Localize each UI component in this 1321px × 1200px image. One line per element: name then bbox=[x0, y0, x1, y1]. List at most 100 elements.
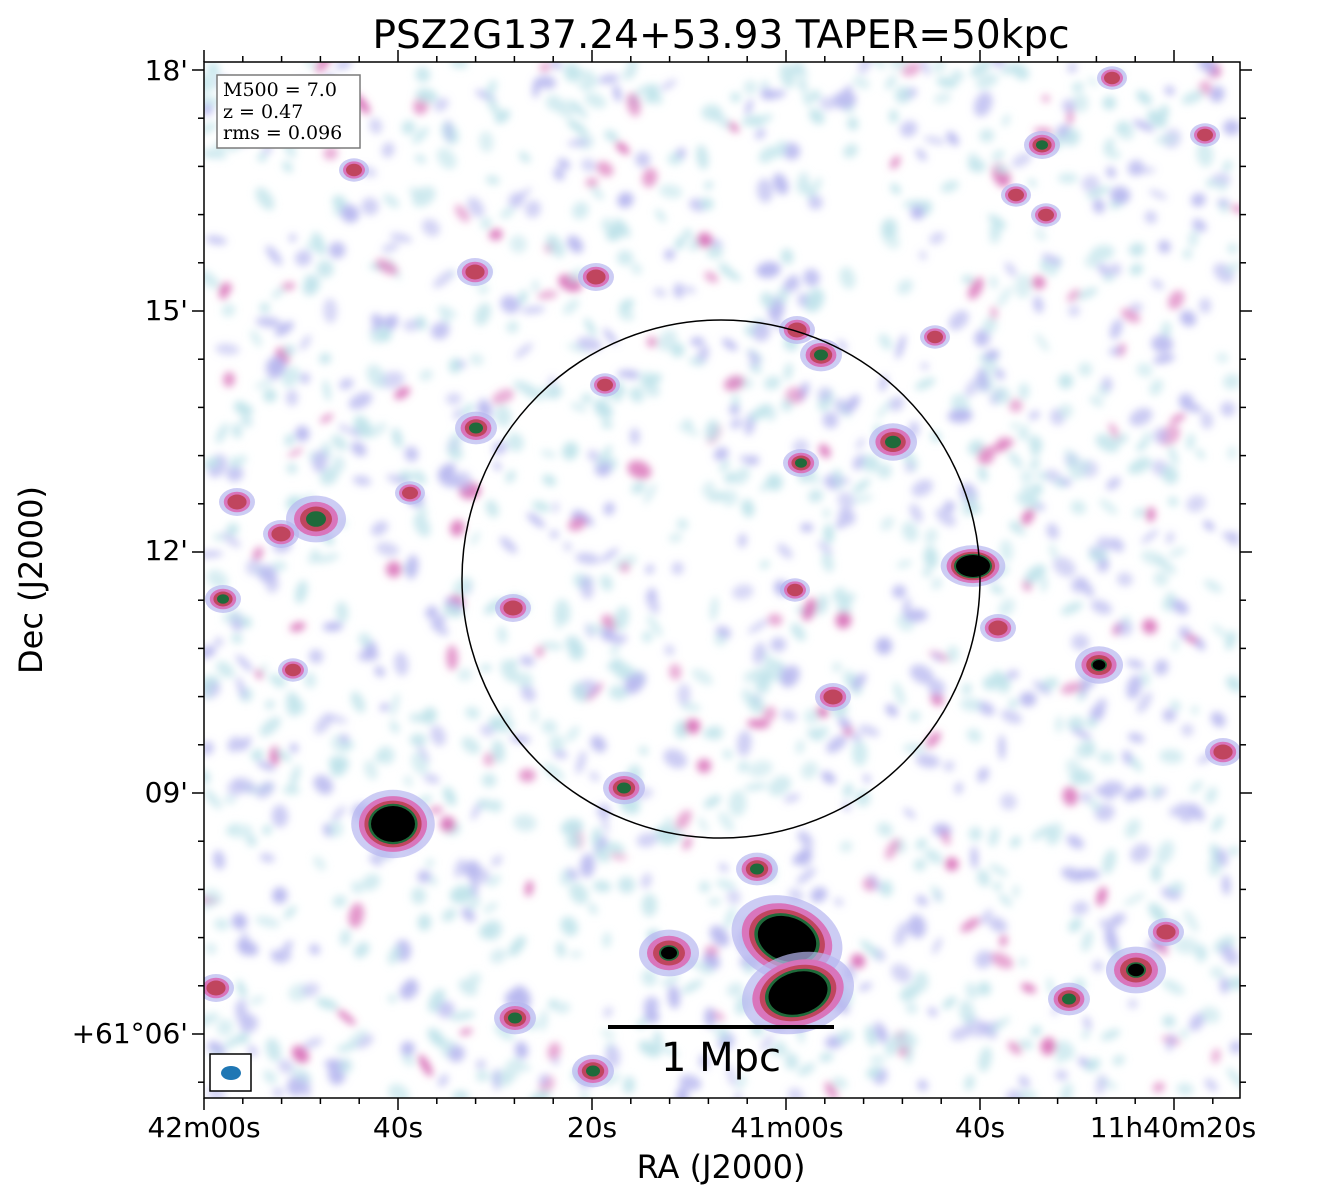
noise-blob bbox=[936, 77, 958, 89]
x-tick-label: 41m00s bbox=[730, 1111, 843, 1144]
noise-blob bbox=[930, 692, 944, 707]
noise-blob bbox=[1010, 836, 1021, 848]
noise-blob bbox=[988, 827, 1000, 847]
noise-blob bbox=[1012, 884, 1020, 898]
noise-blob bbox=[1184, 634, 1198, 644]
noise-blob bbox=[1101, 780, 1125, 796]
noise-blob bbox=[658, 1045, 680, 1057]
noise-blob bbox=[225, 823, 239, 835]
source-contour bbox=[306, 511, 326, 527]
noise-blob bbox=[890, 963, 912, 983]
noise-blob bbox=[1017, 431, 1029, 441]
noise-blob bbox=[1196, 141, 1214, 168]
bright-radio-source bbox=[731, 895, 843, 983]
noise-blob bbox=[988, 917, 1008, 933]
noise-blob bbox=[927, 1007, 938, 1017]
noise-blob bbox=[221, 532, 241, 548]
noise-blob bbox=[1126, 659, 1145, 669]
noise-blob bbox=[470, 531, 481, 546]
noise-blob bbox=[1068, 305, 1080, 317]
noise-blob bbox=[463, 860, 482, 879]
noise-blob bbox=[1095, 1074, 1107, 1095]
noise-blob bbox=[796, 868, 816, 885]
noise-blob bbox=[804, 708, 820, 725]
noise-blob bbox=[1097, 751, 1116, 764]
noise-blob bbox=[640, 873, 652, 889]
noise-blob bbox=[302, 1037, 323, 1050]
noise-blob bbox=[1109, 319, 1123, 340]
noise-blob bbox=[404, 775, 413, 787]
noise-blob bbox=[763, 89, 786, 100]
source-contour bbox=[787, 322, 807, 338]
noise-blob bbox=[930, 885, 943, 903]
noise-blob bbox=[586, 624, 607, 634]
noise-blob bbox=[454, 858, 465, 878]
noise-blob bbox=[361, 197, 379, 216]
source-contour bbox=[1104, 71, 1120, 85]
noise-blob bbox=[1211, 815, 1224, 832]
noise-blob bbox=[467, 897, 481, 911]
noise-blob bbox=[1187, 803, 1205, 821]
source-contour bbox=[217, 594, 229, 604]
noise-blob bbox=[604, 130, 619, 142]
noise-blob bbox=[265, 358, 282, 381]
noise-blob bbox=[646, 615, 663, 637]
noise-blob bbox=[901, 62, 921, 77]
noise-blob bbox=[911, 479, 934, 497]
noise-blob bbox=[1227, 446, 1237, 460]
noise-blob bbox=[1161, 595, 1176, 610]
noise-blob bbox=[1120, 308, 1141, 323]
noise-blob bbox=[1220, 944, 1239, 965]
radio-source bbox=[1031, 203, 1061, 227]
noise-blob bbox=[821, 552, 834, 573]
radio-source bbox=[980, 614, 1016, 642]
noise-blob bbox=[281, 366, 300, 387]
noise-blob bbox=[866, 1066, 882, 1079]
noise-blob bbox=[449, 885, 475, 904]
noise-blob bbox=[457, 360, 467, 369]
noise-blob bbox=[1167, 496, 1179, 507]
noise-blob bbox=[204, 270, 220, 289]
noise-blob bbox=[915, 895, 929, 907]
noise-blob bbox=[784, 1053, 799, 1070]
noise-blob bbox=[698, 1053, 711, 1070]
noise-blob bbox=[603, 1006, 613, 1018]
noise-blob bbox=[291, 1045, 310, 1064]
y-axis-label: Dec (J2000) bbox=[12, 486, 50, 674]
noise-blob bbox=[901, 521, 919, 542]
noise-blob bbox=[458, 979, 478, 996]
noise-blob bbox=[602, 932, 612, 948]
noise-blob bbox=[691, 668, 713, 685]
noise-blob bbox=[1212, 624, 1230, 640]
noise-blob bbox=[989, 584, 1004, 595]
noise-blob bbox=[756, 178, 773, 203]
noise-blob bbox=[993, 882, 1002, 891]
noise-blob bbox=[1057, 173, 1078, 184]
noise-blob bbox=[1200, 1006, 1221, 1024]
noise-blob bbox=[487, 97, 500, 117]
noise-blob bbox=[700, 197, 714, 210]
noise-blob bbox=[1071, 633, 1090, 651]
noise-blob bbox=[370, 315, 392, 332]
noise-blob bbox=[1130, 843, 1151, 863]
source-contour bbox=[823, 689, 843, 705]
noise-blob bbox=[513, 814, 537, 832]
noise-blob bbox=[1151, 335, 1174, 353]
radio-source bbox=[455, 411, 497, 445]
noise-blob bbox=[745, 98, 753, 116]
noise-blob bbox=[754, 128, 766, 140]
noise-blob bbox=[664, 644, 675, 656]
noise-blob bbox=[361, 873, 381, 891]
noise-blob bbox=[430, 322, 450, 340]
noise-blob bbox=[978, 1021, 997, 1039]
noise-blob bbox=[332, 895, 347, 908]
noise-blob bbox=[563, 62, 578, 76]
noise-blob bbox=[269, 949, 281, 961]
noise-blob bbox=[819, 96, 836, 111]
noise-blob bbox=[335, 601, 349, 623]
noise-blob bbox=[487, 875, 501, 887]
noise-blob bbox=[839, 266, 856, 290]
noise-blob bbox=[255, 316, 282, 328]
noise-blob bbox=[259, 302, 270, 314]
noise-blob bbox=[286, 463, 298, 474]
